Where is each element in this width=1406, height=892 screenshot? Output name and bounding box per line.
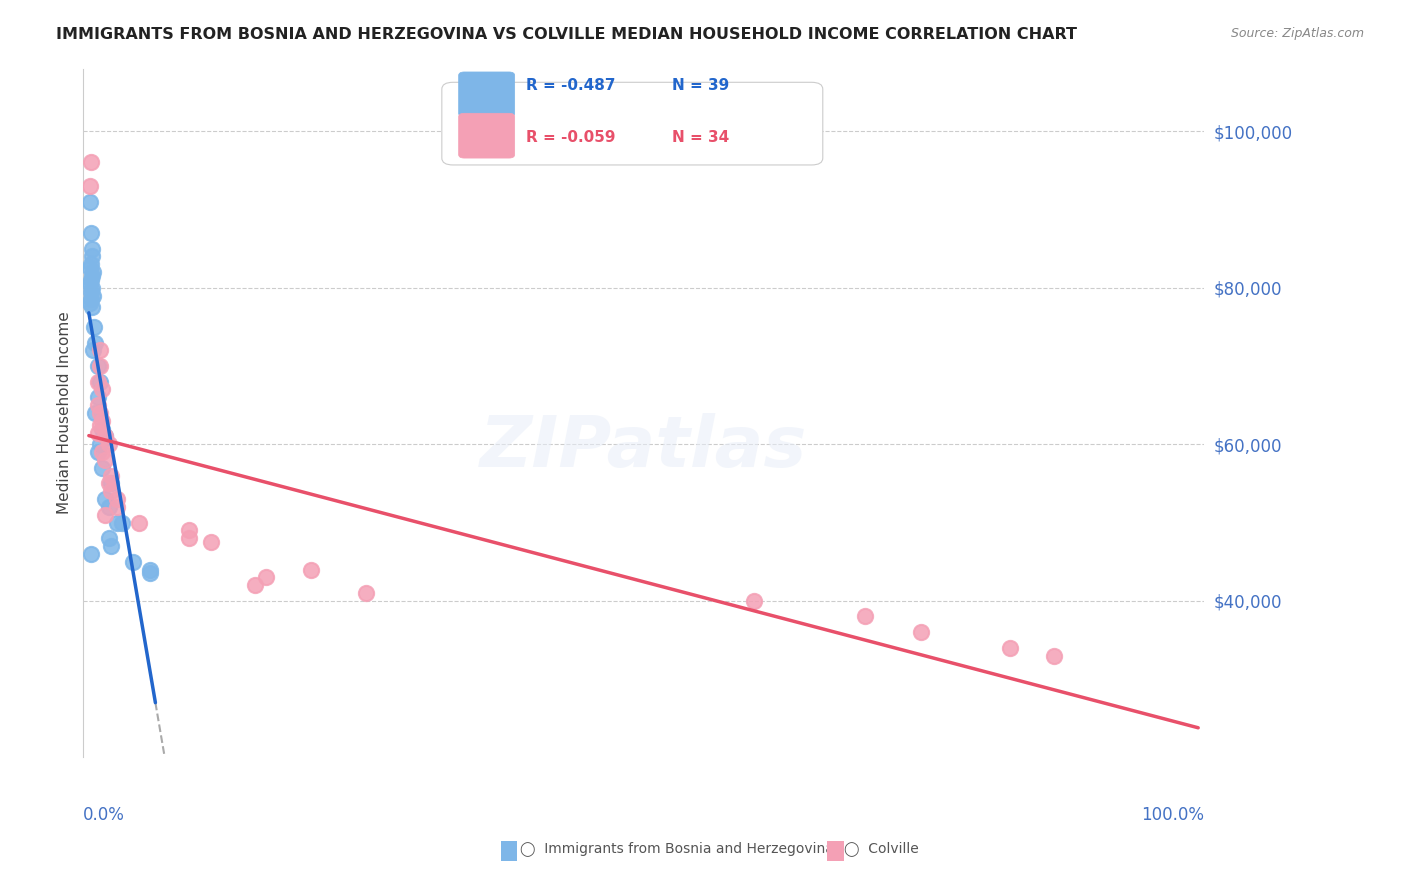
Point (79, 261, 101, 276)
Point (105, 500, 128, 514)
Point (86, 425, 108, 440)
Point (91, 445, 114, 459)
Point (82, 242, 104, 256)
Point (82, 249, 104, 263)
Point (97, 500, 120, 514)
Point (89, 406, 111, 420)
Point (82, 343, 104, 358)
Point (97, 476, 120, 491)
Point (80, 293, 103, 307)
Point (80, 257, 103, 271)
FancyBboxPatch shape (441, 82, 823, 165)
Point (97, 437, 120, 451)
Point (82, 265, 104, 279)
Point (86, 359, 108, 373)
Point (122, 555, 145, 569)
Text: Source: ZipAtlas.com: Source: ZipAtlas.com (1230, 27, 1364, 40)
Point (79, 194, 101, 209)
Text: 0.0%: 0.0% (83, 805, 125, 823)
Point (86, 445, 108, 459)
Point (80, 273, 103, 287)
Text: IMMIGRANTS FROM BOSNIA AND HERZEGOVINA VS COLVILLE MEDIAN HOUSEHOLD INCOME CORRE: IMMIGRANTS FROM BOSNIA AND HERZEGOVINA V… (56, 27, 1077, 42)
Point (94, 508, 117, 522)
FancyBboxPatch shape (458, 72, 515, 117)
Point (82, 300, 104, 314)
Point (105, 516, 128, 530)
Point (97, 531, 120, 545)
Point (80, 226, 103, 240)
Point (354, 586, 377, 600)
Point (82, 288, 104, 302)
Point (80, 285, 103, 299)
Point (139, 566, 162, 581)
Point (245, 578, 267, 592)
Point (853, 609, 876, 624)
Point (200, 535, 222, 549)
Point (177, 524, 200, 538)
Point (86, 375, 108, 389)
Point (94, 491, 117, 506)
Point (86, 390, 108, 404)
Point (82, 268, 104, 283)
Text: ◯  Colville: ◯ Colville (844, 841, 918, 856)
Point (91, 460, 114, 475)
Point (84, 335, 107, 350)
Text: ZIPatlas: ZIPatlas (479, 413, 807, 482)
Point (100, 476, 122, 491)
Text: N = 34: N = 34 (672, 130, 728, 145)
Point (998, 640, 1021, 655)
Point (105, 491, 128, 506)
Point (94, 453, 117, 467)
Point (100, 484, 122, 499)
Point (128, 516, 150, 530)
Point (1043, 648, 1066, 663)
Point (80, 155, 103, 169)
Point (91, 422, 114, 436)
Point (82, 281, 104, 295)
Y-axis label: Median Household Income: Median Household Income (58, 311, 72, 515)
Text: 100.0%: 100.0% (1140, 805, 1204, 823)
Point (744, 594, 766, 608)
Text: R = -0.487: R = -0.487 (526, 78, 616, 94)
Point (89, 359, 111, 373)
Text: N = 39: N = 39 (672, 78, 728, 94)
Point (139, 562, 162, 576)
Point (84, 406, 107, 420)
Point (100, 468, 122, 483)
Point (91, 383, 114, 397)
Point (79, 277, 101, 291)
Point (80, 547, 103, 561)
Point (94, 429, 117, 443)
Point (83, 319, 105, 334)
Text: R = -0.059: R = -0.059 (526, 130, 616, 145)
Text: ◯  Immigrants from Bosnia and Herzegovina: ◯ Immigrants from Bosnia and Herzegovina (520, 841, 834, 856)
Point (89, 343, 111, 358)
Point (299, 562, 322, 576)
Point (89, 437, 111, 451)
Point (79, 296, 101, 310)
Point (177, 531, 200, 545)
Point (91, 414, 114, 428)
Point (100, 539, 122, 553)
FancyBboxPatch shape (458, 113, 515, 158)
Point (89, 375, 111, 389)
Point (86, 398, 108, 412)
Point (111, 516, 134, 530)
Point (910, 625, 932, 640)
Point (94, 429, 117, 443)
Point (89, 417, 111, 432)
Point (254, 570, 277, 584)
Point (79, 178, 101, 193)
